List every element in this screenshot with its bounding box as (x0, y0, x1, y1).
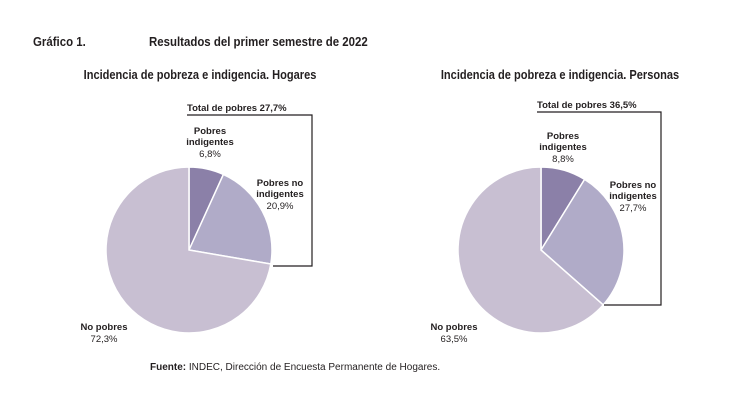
slice-label-value: 20,9% (267, 201, 294, 212)
slice-label-name: indigentes (186, 137, 234, 148)
source-text: INDEC, Dirección de Encuesta Permanente … (186, 362, 441, 373)
pie-personas: Total de pobres 36,5% Pobres indigentes … (431, 100, 662, 345)
chart-title-hogares: Incidencia de pobreza e indigencia. Hoga… (83, 67, 317, 82)
pie-hogares: Total de pobres 27,7% Pobres indigentes … (81, 103, 313, 345)
slice-pobres-no-indigentes (187, 173, 273, 265)
bracket-label: Total de pobres 27,7% (187, 103, 287, 114)
slice-label-name: No pobres (81, 322, 128, 333)
bracket-label: Total de pobres 36,5% (537, 100, 637, 111)
slice-label-value: 27,7% (620, 203, 647, 214)
slice-label-value: 63,5% (441, 334, 468, 345)
slice-label-name: indigentes (539, 142, 587, 153)
slice-pobres-no-indigentes (540, 178, 625, 306)
figure-title: Resultados del primer semestre de 2022 (149, 34, 368, 49)
slice-no-pobres (105, 166, 272, 334)
slice-label-value: 6,8% (199, 149, 221, 160)
slice-label-value: 72,3% (91, 334, 118, 345)
slice-label-value: 8,8% (552, 154, 574, 165)
slice-label-name: Pobres no (610, 180, 657, 191)
slice-label-name: indigentes (609, 191, 657, 202)
slice-label-name: indigentes (256, 189, 304, 200)
slice-label-name: Pobres no (257, 178, 304, 189)
slice-no-pobres (457, 166, 605, 334)
source-note: Fuente: INDEC, Dirección de Encuesta Per… (150, 362, 440, 373)
bracket-line (187, 114, 313, 267)
slice-label-name: Pobres (194, 126, 226, 137)
slice-label-name: Pobres (547, 131, 579, 142)
chart-number: Gráfico 1. (33, 34, 86, 49)
slice-label-name: No pobres (431, 322, 478, 333)
bracket-line (537, 111, 662, 306)
chart-title-personas: Incidencia de pobreza e indigencia. Pers… (440, 67, 680, 82)
source-label: Fuente: (150, 362, 187, 373)
